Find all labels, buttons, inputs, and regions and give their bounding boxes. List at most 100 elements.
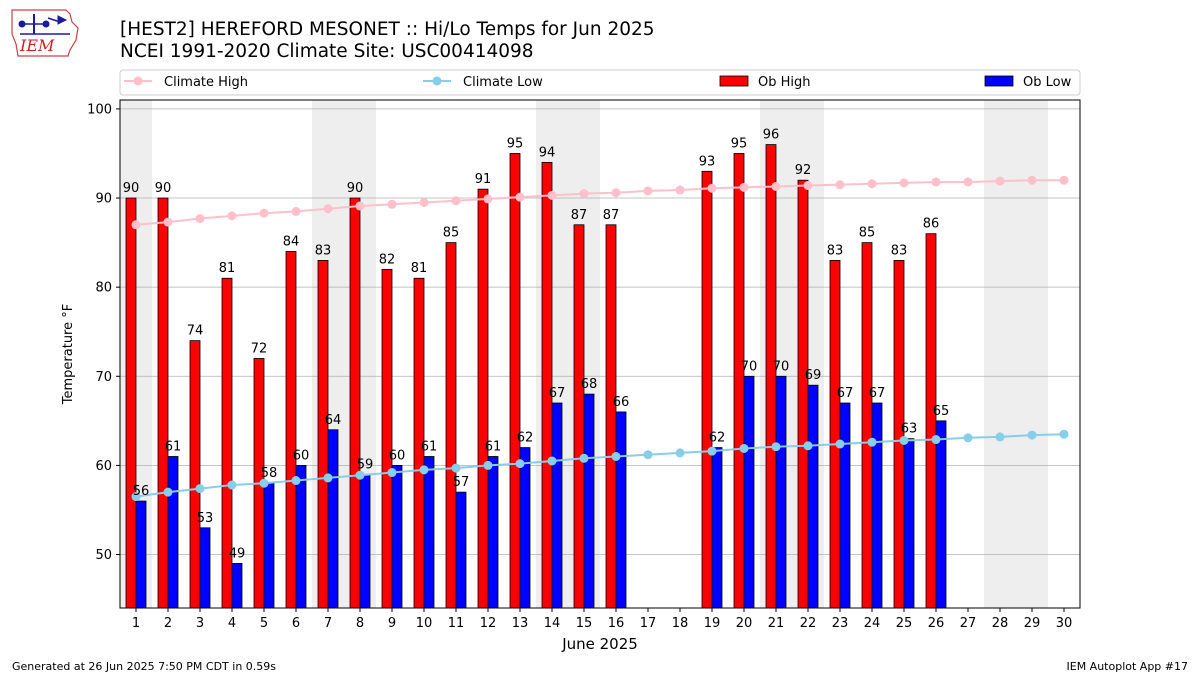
climate-high-point bbox=[771, 181, 781, 191]
climate-high-point bbox=[515, 192, 525, 202]
x-axis-ticks: 1 2 3 4 5 6 7 8 9 10 11 12 13 14 15 16 17 18 19 20 21 22 23 24 2… bbox=[132, 608, 1072, 631]
x-tick-label: 26 bbox=[928, 616, 945, 631]
ob-low-value-label: 61 bbox=[165, 439, 182, 454]
x-tick-label: 20 bbox=[736, 616, 753, 631]
climate-low-point bbox=[355, 470, 365, 480]
ob-low-value-label: 67 bbox=[837, 386, 854, 401]
climate-low-point bbox=[1059, 429, 1069, 439]
ob-low-value-label: 61 bbox=[421, 439, 438, 454]
x-tick-label: 6 bbox=[292, 616, 300, 631]
ob-low-bar bbox=[199, 527, 211, 609]
y-tick-label: 50 bbox=[95, 548, 112, 563]
x-tick-label: 30 bbox=[1056, 616, 1073, 631]
ob-high-value-label: 81 bbox=[411, 261, 428, 276]
ob-low-bar bbox=[231, 563, 243, 609]
climate-low-point bbox=[515, 459, 525, 469]
ob-low-bar bbox=[775, 375, 787, 609]
ob-low-value-label: 67 bbox=[869, 386, 886, 401]
climate-low-point bbox=[771, 442, 781, 452]
x-tick-label: 19 bbox=[704, 616, 721, 631]
legend-box bbox=[119, 69, 1081, 96]
y-tick-label: 70 bbox=[95, 370, 112, 385]
ob-low-bar bbox=[583, 393, 595, 609]
legend-label-ob-low: Ob Low bbox=[1023, 75, 1072, 90]
climate-high-point bbox=[323, 204, 333, 214]
ob-high-bar bbox=[765, 144, 777, 609]
x-tick-label: 13 bbox=[512, 616, 529, 631]
bar-value-labels: 90 90 74 81 72 84 83 90 82 81 85 91 95 94 87 87 93 95 96 92… bbox=[123, 128, 950, 562]
climate-high-point bbox=[163, 217, 173, 227]
climate-high-point bbox=[451, 196, 461, 206]
climate-low-line bbox=[135, 433, 1065, 498]
ob-low-bar bbox=[903, 438, 915, 609]
climate-low-point bbox=[675, 448, 685, 458]
climate-high-point bbox=[483, 194, 493, 204]
legend: Climate High Climate Low Ob High Ob Low bbox=[119, 69, 1081, 96]
ob-high-value-label: 95 bbox=[731, 136, 748, 151]
ob-low-bar bbox=[935, 420, 947, 609]
climate-low-point bbox=[451, 463, 461, 473]
climate-low-point bbox=[1027, 430, 1037, 440]
ob-high-value-label: 74 bbox=[187, 324, 204, 339]
ob-high-bar bbox=[189, 340, 201, 609]
x-tick-label: 12 bbox=[480, 616, 497, 631]
climate-high-point bbox=[963, 177, 973, 187]
ob-low-bar bbox=[487, 456, 499, 609]
legend-item-climate-low: Climate Low bbox=[423, 75, 543, 90]
ob-low-bar bbox=[327, 429, 339, 609]
climate-low-point bbox=[483, 460, 493, 470]
climate-high-point bbox=[579, 189, 589, 199]
climate-high-point bbox=[419, 197, 429, 207]
ob-high-value-label: 96 bbox=[763, 128, 780, 143]
footer-app: IEM Autoplot App #17 bbox=[1067, 660, 1189, 673]
y-tick-label: 100 bbox=[87, 102, 112, 117]
x-tick-label: 11 bbox=[448, 616, 465, 631]
climate-low-point bbox=[387, 468, 397, 478]
ob-low-value-label: 60 bbox=[389, 448, 406, 463]
climate-high-point bbox=[899, 178, 909, 188]
ob-low-value-label: 67 bbox=[549, 386, 566, 401]
ob-high-bar bbox=[477, 188, 489, 609]
ob-high-bar bbox=[733, 153, 745, 609]
climate-low-point bbox=[963, 433, 973, 443]
ob-high-value-label: 90 bbox=[347, 181, 364, 196]
chart-subtitle: NCEI 1991-2020 Climate Site: USC00414098 bbox=[120, 41, 534, 62]
climate-high-point bbox=[355, 201, 365, 211]
x-tick-label: 18 bbox=[672, 616, 689, 631]
climate-low-point bbox=[803, 441, 813, 451]
ob-high-value-label: 90 bbox=[123, 181, 140, 196]
ob-high-bar bbox=[125, 197, 137, 609]
climate-high-point bbox=[195, 214, 205, 224]
x-axis-label: June 2025 bbox=[561, 635, 638, 653]
ob-high-value-label: 90 bbox=[155, 181, 172, 196]
ob-high-bar bbox=[605, 224, 617, 609]
climate-low-point bbox=[579, 453, 589, 463]
ob-low-value-label: 62 bbox=[517, 431, 534, 446]
ob-high-value-label: 94 bbox=[539, 145, 556, 160]
climate-high-point bbox=[803, 181, 813, 191]
y-tick-label: 80 bbox=[95, 281, 112, 296]
climate-high-point bbox=[387, 199, 397, 209]
climate-high-point bbox=[835, 180, 845, 190]
chart-title: [HEST2] HEREFORD MESONET :: Hi/Lo Temps … bbox=[120, 19, 655, 40]
x-tick-label: 25 bbox=[896, 616, 913, 631]
x-tick-label: 24 bbox=[864, 616, 881, 631]
footer-generated: Generated at 26 Jun 2025 7:50 PM CDT in … bbox=[12, 660, 276, 673]
x-tick-label: 8 bbox=[356, 616, 364, 631]
x-tick-label: 9 bbox=[388, 616, 396, 631]
ob-low-bar bbox=[391, 465, 403, 609]
plot-frame bbox=[119, 99, 1081, 609]
climate-low-point bbox=[867, 437, 877, 447]
climate-high-point bbox=[707, 183, 717, 193]
x-tick-label: 27 bbox=[960, 616, 977, 631]
y-axis-ticks: 50 60 70 80 90 100 bbox=[87, 102, 120, 563]
y-tick-label: 60 bbox=[95, 459, 112, 474]
ob-low-bar bbox=[167, 456, 179, 609]
x-tick-label: 7 bbox=[324, 616, 332, 631]
ob-low-bar bbox=[743, 375, 755, 609]
x-tick-label: 4 bbox=[228, 616, 236, 631]
climate-low-point bbox=[323, 473, 333, 483]
legend-label-climate-high: Climate High bbox=[164, 75, 248, 90]
climate-high-point bbox=[131, 220, 141, 230]
legend-label-ob-high: Ob High bbox=[758, 75, 811, 90]
